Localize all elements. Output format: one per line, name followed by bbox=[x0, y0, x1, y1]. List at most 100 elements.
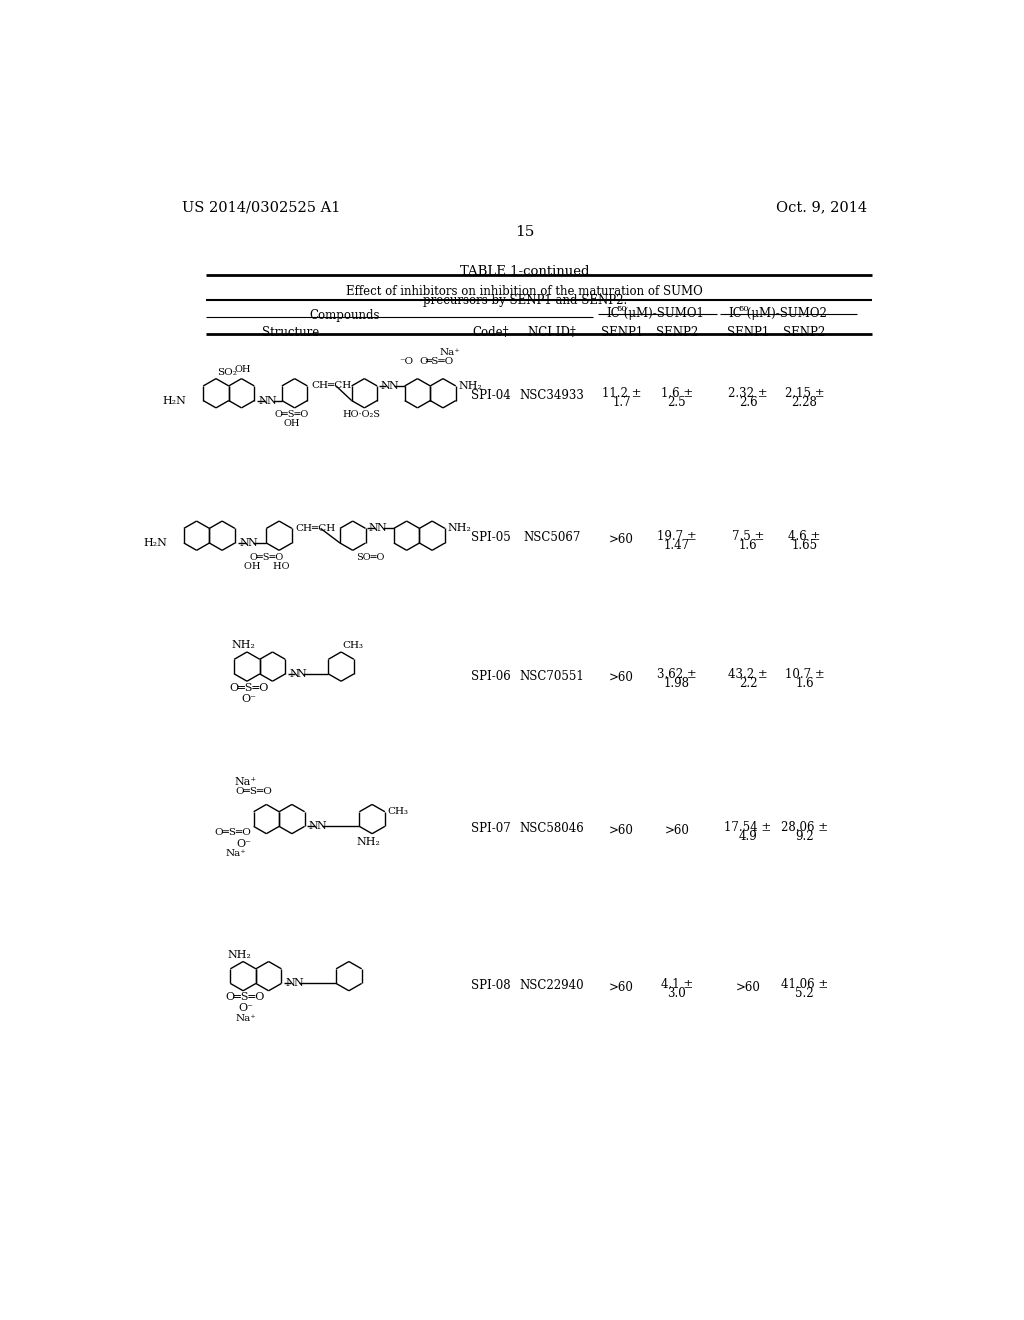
Text: 5.2: 5.2 bbox=[796, 987, 814, 1001]
Text: 41.06 ±: 41.06 ± bbox=[781, 978, 828, 991]
Text: O⁻: O⁻ bbox=[242, 693, 257, 704]
Text: 1.6: 1.6 bbox=[796, 677, 814, 690]
Text: 1.7: 1.7 bbox=[612, 396, 631, 409]
Text: 19.7 ±: 19.7 ± bbox=[656, 529, 696, 543]
Text: H₂N: H₂N bbox=[143, 539, 167, 548]
Text: N: N bbox=[388, 381, 397, 391]
Text: N: N bbox=[247, 539, 257, 548]
Text: N: N bbox=[293, 978, 303, 989]
Text: H₂N: H₂N bbox=[163, 396, 186, 405]
Text: 3.0: 3.0 bbox=[668, 987, 686, 1001]
Text: 1.65: 1.65 bbox=[792, 539, 817, 552]
Text: >60: >60 bbox=[609, 824, 634, 837]
Text: O═S═O: O═S═O bbox=[229, 682, 269, 693]
Text: TABLE 1-continued: TABLE 1-continued bbox=[460, 264, 590, 277]
Text: 11.2 ±: 11.2 ± bbox=[602, 387, 641, 400]
Text: OH    HO: OH HO bbox=[244, 562, 290, 570]
Text: 2.15 ±: 2.15 ± bbox=[784, 387, 824, 400]
Text: NCI ID‡: NCI ID‡ bbox=[528, 326, 575, 339]
Text: SPI-04: SPI-04 bbox=[471, 388, 511, 401]
Text: 4.6 ±: 4.6 ± bbox=[788, 529, 821, 543]
Text: >60: >60 bbox=[609, 671, 634, 684]
Text: O⁻: O⁻ bbox=[237, 838, 251, 849]
Text: >60: >60 bbox=[665, 824, 689, 837]
Text: Na⁺: Na⁺ bbox=[439, 348, 460, 358]
Text: >60: >60 bbox=[735, 981, 761, 994]
Text: NH₂: NH₂ bbox=[458, 381, 482, 391]
Text: N: N bbox=[308, 821, 318, 832]
Text: 50: 50 bbox=[616, 305, 627, 313]
Text: N: N bbox=[369, 524, 378, 533]
Text: SO═O: SO═O bbox=[356, 553, 384, 562]
Text: SENP2: SENP2 bbox=[655, 326, 697, 339]
Text: N: N bbox=[289, 669, 299, 678]
Text: O═S═O: O═S═O bbox=[274, 411, 308, 420]
Text: SENP1: SENP1 bbox=[727, 326, 769, 339]
Text: 17.54 ±: 17.54 ± bbox=[724, 821, 772, 834]
Text: 2.5: 2.5 bbox=[668, 396, 686, 409]
Text: 43.2 ±: 43.2 ± bbox=[728, 668, 768, 681]
Text: Compounds: Compounds bbox=[309, 309, 380, 322]
Text: NH₂: NH₂ bbox=[447, 524, 471, 533]
Text: SENP1: SENP1 bbox=[600, 326, 643, 339]
Text: 15: 15 bbox=[515, 226, 535, 239]
Text: Na⁺: Na⁺ bbox=[225, 850, 246, 858]
Text: >60: >60 bbox=[609, 981, 634, 994]
Text: Oct. 9, 2014: Oct. 9, 2014 bbox=[776, 201, 867, 215]
Text: 1.6 ±: 1.6 ± bbox=[660, 387, 693, 400]
Text: O⁻: O⁻ bbox=[238, 1003, 253, 1012]
Text: OH: OH bbox=[234, 366, 251, 374]
Text: Na⁺: Na⁺ bbox=[236, 1014, 256, 1023]
Text: IC: IC bbox=[729, 308, 742, 319]
Text: Effect of inhibitors on inhibition of the maturation of SUMO: Effect of inhibitors on inhibition of th… bbox=[346, 285, 703, 298]
Text: O═S═O: O═S═O bbox=[225, 993, 265, 1002]
Text: 2.32 ±: 2.32 ± bbox=[728, 387, 768, 400]
Text: OH: OH bbox=[284, 420, 300, 429]
Text: ⁻O: ⁻O bbox=[399, 358, 414, 367]
Text: HO·O₂S: HO·O₂S bbox=[342, 411, 380, 420]
Text: 4.1 ±: 4.1 ± bbox=[660, 978, 693, 991]
Text: O═S═O: O═S═O bbox=[214, 828, 251, 837]
Text: CH═CH: CH═CH bbox=[311, 381, 351, 391]
Text: SO₂: SO₂ bbox=[217, 368, 238, 378]
Text: NH₂: NH₂ bbox=[231, 640, 255, 651]
Text: Code†: Code† bbox=[472, 326, 509, 339]
Text: ═S═O: ═S═O bbox=[425, 358, 454, 367]
Text: 2.6: 2.6 bbox=[738, 396, 758, 409]
Text: NSC22940: NSC22940 bbox=[519, 979, 585, 993]
Text: CH₃: CH₃ bbox=[343, 640, 364, 649]
Text: 4.9: 4.9 bbox=[738, 830, 758, 843]
Text: CH₃: CH₃ bbox=[387, 808, 409, 816]
Text: 9.2: 9.2 bbox=[796, 830, 814, 843]
Text: 2.28: 2.28 bbox=[792, 396, 817, 409]
Text: Na⁺: Na⁺ bbox=[234, 776, 257, 787]
Text: N: N bbox=[266, 396, 276, 405]
Text: 2.2: 2.2 bbox=[738, 677, 758, 690]
Text: 50: 50 bbox=[738, 305, 750, 313]
Text: >60: >60 bbox=[609, 533, 634, 545]
Text: SENP2: SENP2 bbox=[783, 326, 825, 339]
Text: N: N bbox=[240, 539, 249, 548]
Text: SPI-07: SPI-07 bbox=[471, 822, 511, 836]
Text: NSC34933: NSC34933 bbox=[519, 388, 585, 401]
Text: CH═CH: CH═CH bbox=[296, 524, 336, 533]
Text: (μM)-SUMO2: (μM)-SUMO2 bbox=[742, 308, 826, 319]
Text: SPI-05: SPI-05 bbox=[471, 531, 511, 544]
Text: Structure: Structure bbox=[262, 326, 319, 339]
Text: 1.6: 1.6 bbox=[738, 539, 758, 552]
Text: N: N bbox=[297, 669, 306, 678]
Text: NSC58046: NSC58046 bbox=[519, 822, 585, 836]
Text: NH₂: NH₂ bbox=[227, 950, 251, 960]
Text: N: N bbox=[380, 381, 390, 391]
Text: 7.5 ±: 7.5 ± bbox=[732, 529, 764, 543]
Text: O═S═O: O═S═O bbox=[234, 787, 271, 796]
Text: N: N bbox=[286, 978, 295, 989]
Text: SPI-08: SPI-08 bbox=[471, 979, 511, 993]
Text: 28.06 ±: 28.06 ± bbox=[781, 821, 828, 834]
Text: N: N bbox=[377, 524, 386, 533]
Text: (μM)-SUMO1: (μM)-SUMO1 bbox=[621, 308, 705, 319]
Text: SPI-06: SPI-06 bbox=[471, 669, 511, 682]
Text: N: N bbox=[259, 396, 268, 405]
Text: 1.98: 1.98 bbox=[664, 677, 690, 690]
Text: precursors by SENP1 and SENP2.: precursors by SENP1 and SENP2. bbox=[423, 294, 627, 308]
